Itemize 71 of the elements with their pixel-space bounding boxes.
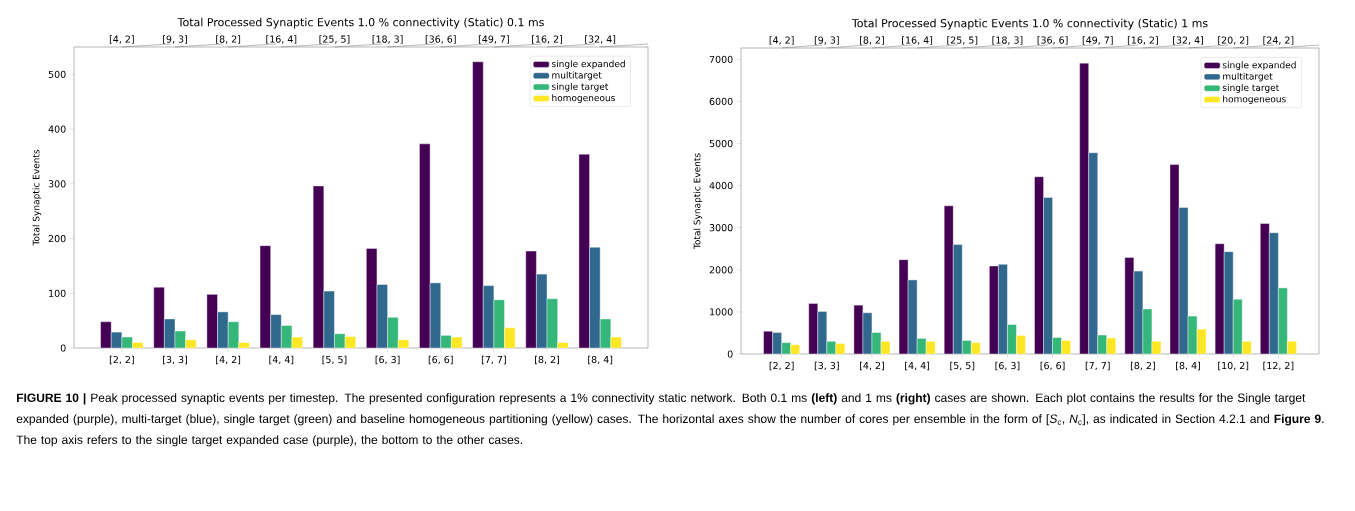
chart-title: Total Processed Synaptic Events 1.0 % connectivity (Static) 1 ms bbox=[851, 18, 1208, 30]
y-tick-label: 400 bbox=[48, 125, 66, 133]
text: [4, 2] bbox=[109, 35, 134, 44]
y-tick-label: 200 bbox=[48, 234, 66, 243]
text: [16, 4] bbox=[902, 36, 933, 45]
text: [32, 4] bbox=[1173, 36, 1203, 45]
text: [8, 2] bbox=[216, 35, 241, 44]
text: [9, 3] bbox=[163, 35, 187, 44]
x-tick-label: [2, 2] bbox=[769, 361, 794, 371]
y-tick-label: 500 bbox=[48, 70, 66, 78]
legend-label: single target bbox=[1222, 84, 1280, 93]
text: [36, 6] bbox=[1037, 36, 1068, 45]
x-tick-label: [5, 5] bbox=[950, 361, 975, 371]
text: [20, 2] bbox=[1218, 36, 1249, 45]
y-tick-label: 4000 bbox=[709, 182, 733, 190]
y-tick-label: 2000 bbox=[709, 266, 733, 274]
x-tick-label: [3, 3] bbox=[814, 361, 839, 371]
x-tick-label: [4, 2] bbox=[216, 355, 241, 365]
x-tick-label: [2, 2] bbox=[109, 355, 134, 365]
text: [25, 5] bbox=[319, 35, 350, 44]
legend-label: multitarget bbox=[552, 71, 602, 81]
x-tick-label: [5, 5] bbox=[322, 355, 347, 365]
x-tick-label: [10, 2] bbox=[1218, 361, 1249, 371]
text: [18, 3] bbox=[992, 36, 1023, 45]
y-tick-label: 3000 bbox=[709, 224, 733, 232]
x-tick-label: [4, 4] bbox=[905, 361, 930, 371]
text: FIGURE 10 | Peak processed synaptic events per timestep. The presented configuration represents a 1% connectivity static network. Both 0.1 ms (left) and 1 ms (right) cases are shown. Each plot contains the results for the Single target expanded (purple), multi-target (blue), single target (green) and baseline homogeneous partitioning (yellow) cases. The horizontal axes show the number of cores per ensemble in the form of [S$_{c}$, N$_{c}$], as indicated in Section 4.2.1 and Figure 9. The top axis refers to the single target expanded case (purple), the bottom to the other cases. bbox=[16, 393, 1324, 447]
x-tick-label: [8, 2] bbox=[535, 355, 559, 365]
y-tick-label: 1000 bbox=[710, 308, 733, 316]
text: [9, 3] bbox=[814, 36, 839, 45]
text: [25, 5] bbox=[947, 36, 978, 45]
x-tick-label: [6, 3] bbox=[375, 355, 400, 365]
text: [8, 2] bbox=[860, 36, 884, 45]
text: [49, 7] bbox=[1082, 36, 1113, 45]
chart-title: Total Processed Synaptic Events 1.0 % connectivity (Static) 0.1 ms bbox=[177, 17, 544, 29]
text: [16, 2] bbox=[1127, 36, 1158, 45]
text: [4, 2] bbox=[769, 36, 794, 45]
x-tick-label: [12, 2] bbox=[1263, 361, 1294, 371]
x-tick-label: [6, 6] bbox=[428, 355, 453, 365]
y-tick-label: 300 bbox=[48, 180, 66, 188]
text: [16, 2] bbox=[532, 35, 562, 44]
legend-label: single expanded bbox=[1222, 61, 1296, 71]
x-tick-label: [8, 4] bbox=[588, 355, 613, 365]
x-tick-label: [4, 2] bbox=[860, 361, 884, 371]
text: [36, 6] bbox=[425, 35, 456, 44]
legend-label: homogeneous bbox=[1223, 95, 1286, 105]
text: [16, 4] bbox=[266, 35, 297, 44]
y-tick-label: 0 bbox=[727, 350, 733, 358]
y-tick-label: 5000 bbox=[709, 139, 733, 148]
x-tick-label: [8, 2] bbox=[1130, 361, 1155, 371]
y-tick-label: 6000 bbox=[709, 97, 733, 106]
text: [32, 4] bbox=[585, 35, 616, 44]
x-tick-label: [6, 6] bbox=[1040, 361, 1065, 371]
x-tick-label: [7, 7] bbox=[481, 355, 506, 365]
y-axis-title: Total Synaptic Events bbox=[32, 149, 42, 246]
x-tick-label: [4, 4] bbox=[269, 355, 294, 365]
legend-label: single target bbox=[551, 82, 609, 92]
x-tick-label: [8, 4] bbox=[1176, 361, 1200, 371]
x-tick-label: [6, 3] bbox=[995, 361, 1020, 371]
y-tick-label: 7000 bbox=[709, 55, 733, 63]
y-axis-title: Total Synaptic Events bbox=[693, 153, 703, 250]
y-tick-label: 100 bbox=[49, 289, 66, 297]
text: [49, 7] bbox=[478, 35, 509, 44]
legend-label: homogeneous bbox=[552, 94, 615, 103]
x-tick-label: [7, 7] bbox=[1085, 361, 1110, 371]
legend-label: single expanded bbox=[551, 60, 625, 69]
text: [18, 3] bbox=[372, 35, 403, 44]
text: [24, 2] bbox=[1263, 36, 1294, 45]
legend-label: multitarget bbox=[1223, 72, 1273, 82]
y-tick-label: 0 bbox=[60, 344, 66, 352]
x-tick-label: [3, 3] bbox=[163, 355, 187, 365]
